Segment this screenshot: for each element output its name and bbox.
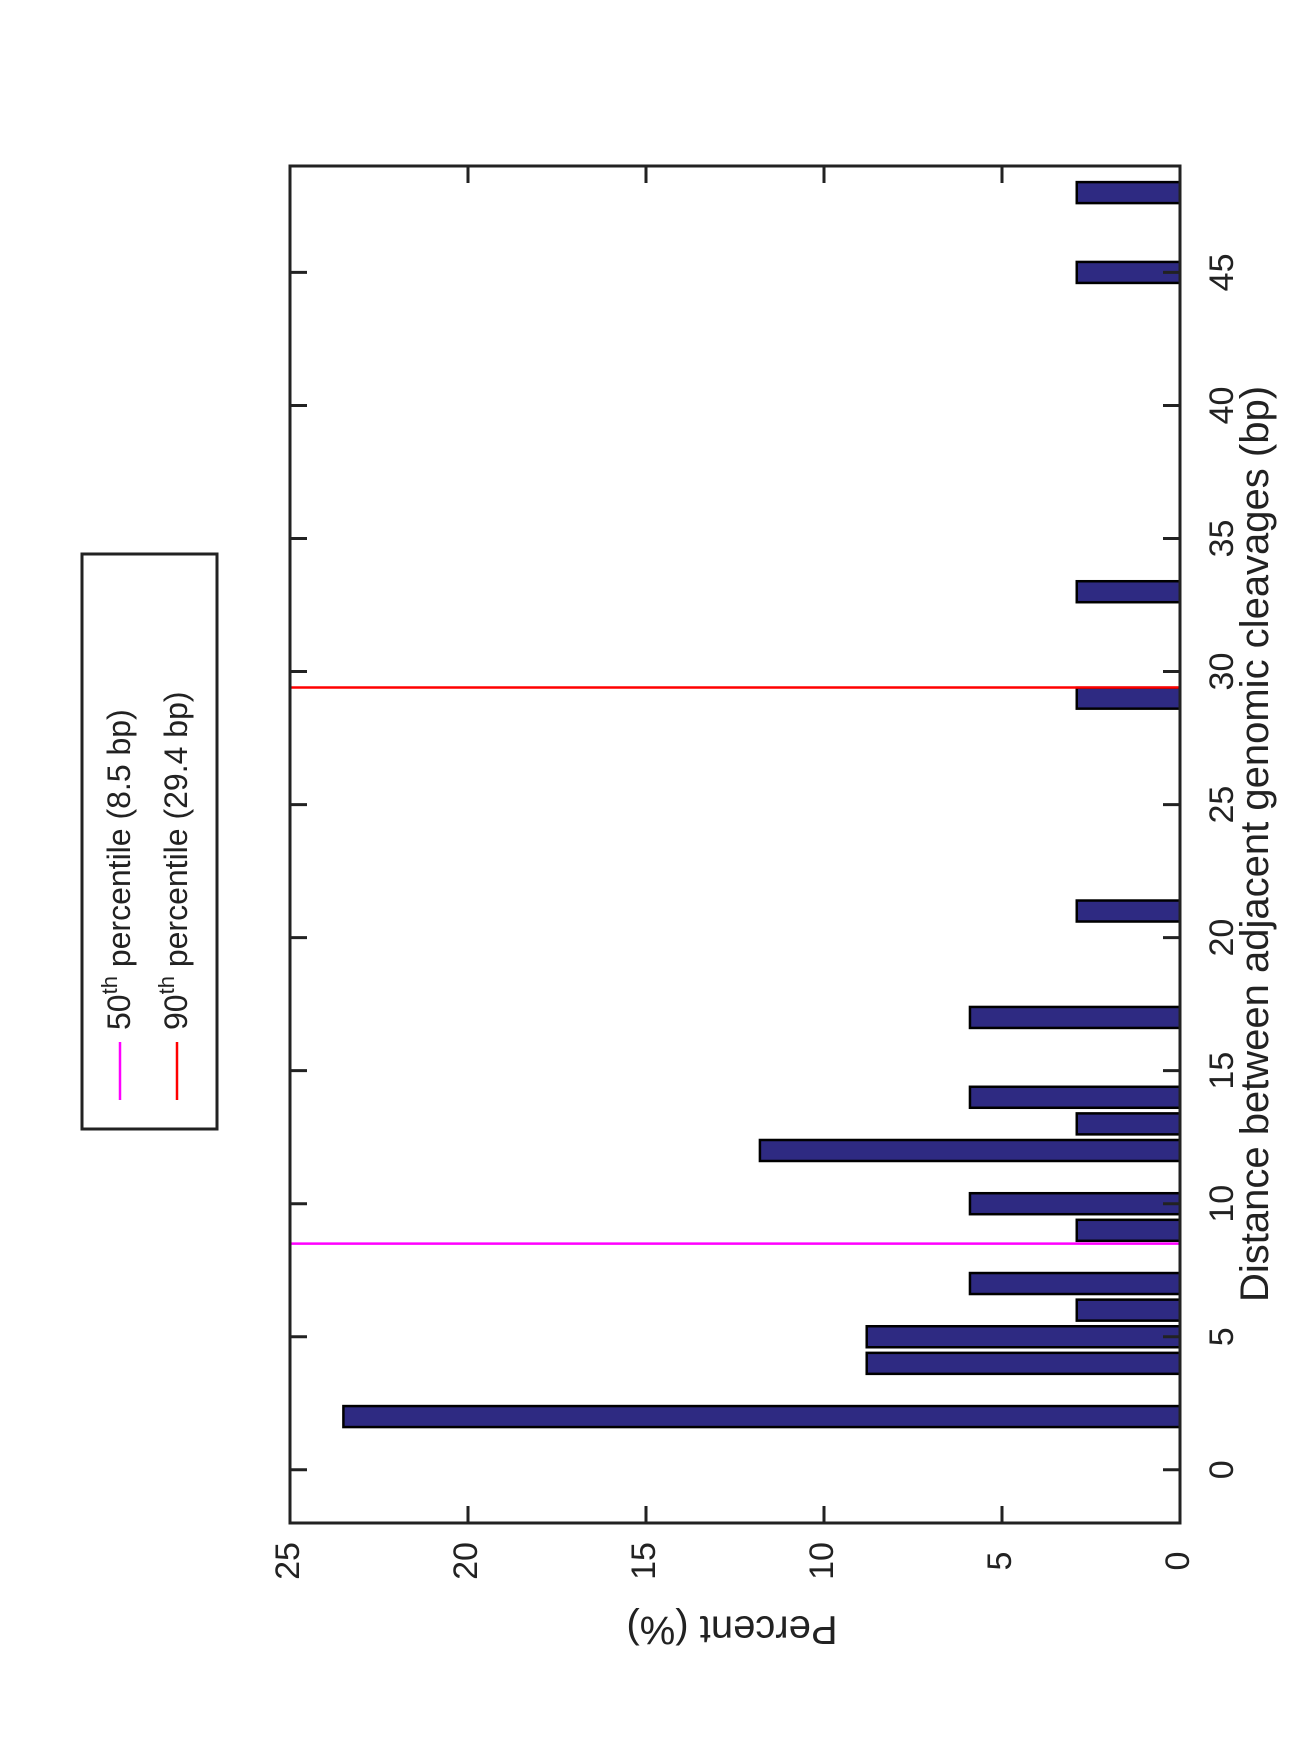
bar-6	[968, 1191, 1182, 1216]
legend-entries: 50th percentile (8.5 bp) 90th percentile …	[97, 691, 194, 1100]
y-tick-label-5: 5	[981, 1552, 1019, 1571]
bar-9	[968, 1085, 1182, 1110]
y-axis-label: Percent (%)	[626, 1607, 837, 1651]
y-tick-label-0: 0	[1159, 1552, 1197, 1571]
bar-11	[1075, 899, 1182, 923]
bar-4	[968, 1271, 1182, 1296]
legend-label-90: 90th percentile (29.4 bp)	[154, 691, 194, 1030]
y-tick-label-20: 20	[447, 1542, 485, 1580]
x-tick-label-20: 20	[1203, 919, 1241, 957]
bar-7	[758, 1138, 1182, 1163]
bar-3	[1075, 1298, 1182, 1322]
bar-0	[342, 1404, 1182, 1429]
x-tick-label-0: 0	[1203, 1460, 1241, 1479]
legend-box	[80, 552, 219, 1131]
bar-1	[865, 1351, 1182, 1376]
x-tick-label-5: 5	[1203, 1327, 1241, 1346]
legend: 50th percentile (8.5 bp) 90th percentile …	[80, 552, 219, 1131]
bar-13	[1075, 579, 1182, 604]
percentile-lines-layer	[290, 686, 1180, 1245]
bar-5	[1075, 1218, 1182, 1243]
x-tick-label-25: 25	[1203, 786, 1241, 824]
ticks-layer: 0 5 10 15 20 25 30 35 40 45 0 5 10 15 20 25	[269, 166, 1241, 1580]
x-tick-label-45: 45	[1203, 254, 1241, 292]
x-tick-label-35: 35	[1203, 520, 1241, 558]
x-tick-label-10: 10	[1203, 1185, 1241, 1223]
bars-layer	[342, 180, 1182, 1429]
bar-15	[1075, 180, 1182, 205]
bar-2	[865, 1324, 1182, 1349]
y-tick-label-15: 15	[625, 1542, 663, 1580]
bar-8	[1075, 1112, 1182, 1136]
plot-frame	[288, 164, 1182, 1525]
x-axis-label: Distance between adjacent genomic cleava…	[1233, 386, 1277, 1302]
legend-label-50: 50th percentile (8.5 bp)	[97, 709, 137, 1030]
x-tick-label-15: 15	[1203, 1052, 1241, 1090]
bar-10	[968, 1005, 1182, 1030]
x-tick-label-40: 40	[1203, 387, 1241, 425]
y-tick-label-10: 10	[803, 1542, 841, 1580]
bar-12	[1075, 686, 1182, 710]
x-tick-label-30: 30	[1203, 653, 1241, 691]
y-tick-label-25: 25	[269, 1542, 307, 1580]
